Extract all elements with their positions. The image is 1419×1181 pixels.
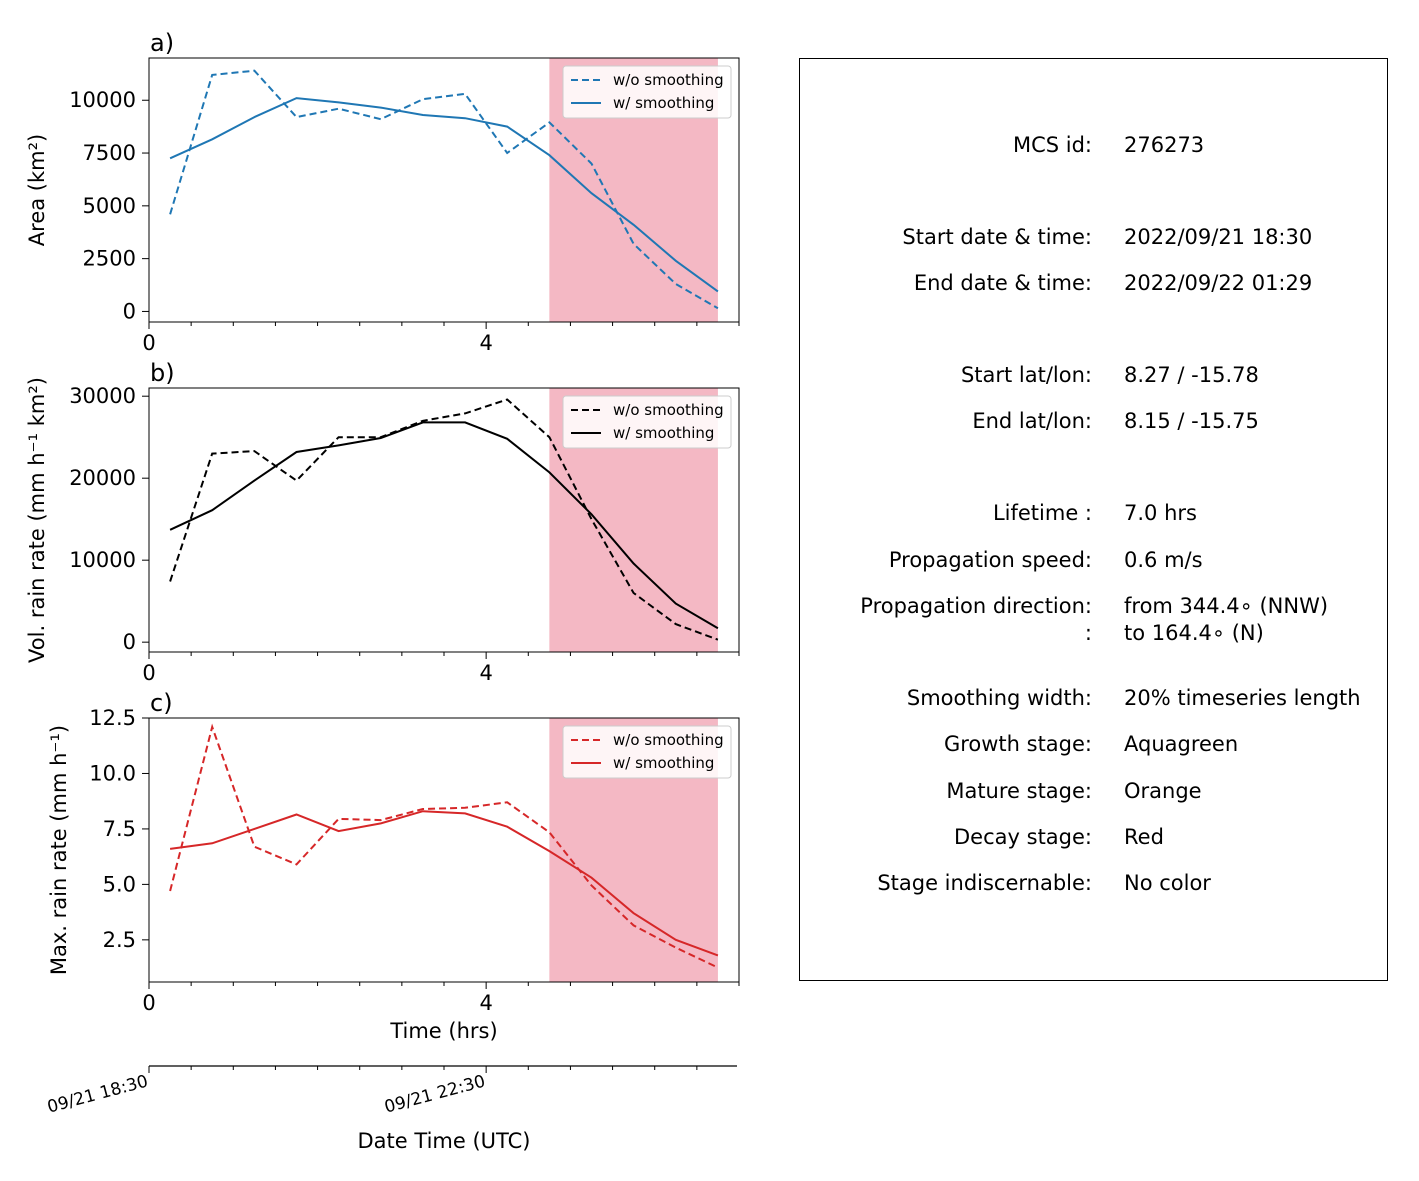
legend-entry: w/o smoothing [613, 731, 724, 749]
y-tick-label: 12.5 [89, 706, 136, 730]
legend-box [562, 725, 732, 779]
legend-box [562, 395, 732, 449]
info-label: : [1084, 621, 1092, 645]
x-tick-label: 0 [142, 331, 155, 355]
datetime-axis-label: Date Time (UTC) [358, 1129, 531, 1153]
max-rain-rate-chart: 0 4 2.5 5.0 7.5 10.0 12.5 c) Max. rain rate (mm … [47, 689, 740, 1043]
info-value: 276273 [1124, 133, 1205, 157]
info-label: MCS id: [1012, 133, 1092, 157]
x-tick-label: 4 [479, 991, 492, 1015]
legend: w/o smoothing w/ smoothing [562, 395, 732, 449]
info-value: 20% timeseries length [1124, 686, 1361, 710]
y-tick-label: 5.0 [103, 872, 136, 896]
y-tick-label: 5000 [83, 194, 136, 218]
legend-entry: w/ smoothing [613, 424, 714, 442]
panel-label: b) [150, 359, 175, 387]
info-value: No color [1124, 871, 1211, 895]
series-line-smoothed [169, 810, 719, 957]
info-value: to 164.4∘ (N) [1124, 621, 1264, 645]
info-value: 7.0 hrs [1124, 501, 1197, 525]
y-tick-label: 2.5 [103, 928, 136, 952]
series-line-smoothed [169, 97, 719, 293]
datetime-tick-label: 09/21 18:30 [45, 1072, 150, 1118]
info-label: Smoothing width: [906, 686, 1092, 710]
info-label: Mature stage: [946, 779, 1092, 803]
y-tick-label: 7.5 [103, 817, 136, 841]
y-tick-label: 10000 [69, 548, 136, 572]
y-tick-label: 7500 [83, 141, 136, 165]
x-axis-label: Time (hrs) [389, 1019, 497, 1043]
info-value: 2022/09/22 01:29 [1124, 271, 1313, 295]
series-line-smoothed [169, 421, 719, 630]
datetime-axis: 09/21 18:30 09/21 22:30 Date Time (UTC) [45, 1065, 737, 1153]
info-label: Decay stage: [954, 825, 1092, 849]
legend-entry: w/o smoothing [613, 71, 724, 89]
info-label: Growth stage: [943, 732, 1092, 756]
info-label: Stage indiscernable: [877, 871, 1092, 895]
info-value: 2022/09/21 18:30 [1124, 225, 1313, 249]
info-value: 8.27 / -15.78 [1124, 363, 1259, 387]
panel-label: a) [150, 29, 174, 57]
info-label: Propagation direction: [860, 594, 1092, 618]
x-tick-label: 4 [479, 661, 492, 685]
info-label: End date & time: [913, 271, 1092, 295]
y-axis-label: Max. rain rate (mm h⁻¹) [47, 725, 71, 975]
y-axis-label: Vol. rain rate (mm h⁻¹ km²) [25, 377, 49, 663]
x-tick-label: 4 [479, 331, 492, 355]
mcs-info-panel: MCS id: 276273 Start date & time: 2022/09/2… [799, 58, 1388, 981]
legend: w/o smoothing w/ smoothing [562, 725, 732, 779]
info-label: Lifetime : [992, 501, 1092, 525]
info-value: from 344.4∘ (NNW) [1124, 594, 1329, 618]
legend-entry: w/ smoothing [613, 94, 714, 112]
legend: w/o smoothing w/ smoothing [562, 65, 732, 119]
series-line-raw [169, 723, 719, 969]
info-value: 0.6 m/s [1124, 548, 1203, 572]
info-value: Red [1124, 825, 1164, 849]
legend-entry: w/ smoothing [613, 754, 714, 772]
info-label: End lat/lon: [972, 409, 1092, 433]
info-value: Orange [1124, 779, 1202, 803]
info-value: 8.15 / -15.75 [1124, 409, 1259, 433]
panel-label: c) [150, 689, 173, 717]
x-tick-label: 0 [142, 991, 155, 1015]
volume-rain-rate-chart: 0 4 0 10000 20000 30000 b) Vol. rain rate (mm h… [25, 359, 740, 685]
legend-entry: w/o smoothing [613, 401, 724, 419]
legend-box [562, 65, 732, 119]
info-label: Start lat/lon: [960, 363, 1092, 387]
info-label: Propagation speed: [888, 548, 1092, 572]
x-tick-label: 0 [142, 661, 155, 685]
series-line-raw [169, 69, 719, 310]
y-axis-label: Area (km²) [25, 134, 49, 246]
y-tick-label: 0 [123, 299, 136, 323]
y-tick-label: 2500 [83, 247, 136, 271]
y-tick-label: 30000 [69, 384, 136, 408]
y-tick-label: 20000 [69, 466, 136, 490]
y-tick-label: 10000 [69, 88, 136, 112]
info-label: Start date & time: [902, 225, 1092, 249]
info-value: Aquagreen [1124, 732, 1239, 756]
y-tick-label: 10.0 [89, 761, 136, 785]
series-line-raw [169, 398, 719, 641]
datetime-tick-label: 09/21 22:30 [382, 1072, 487, 1118]
y-tick-label: 0 [123, 630, 136, 654]
area-chart: 0 4 0 2500 5000 7500 10000 a) Area (km²) w/o smoo… [25, 29, 740, 355]
